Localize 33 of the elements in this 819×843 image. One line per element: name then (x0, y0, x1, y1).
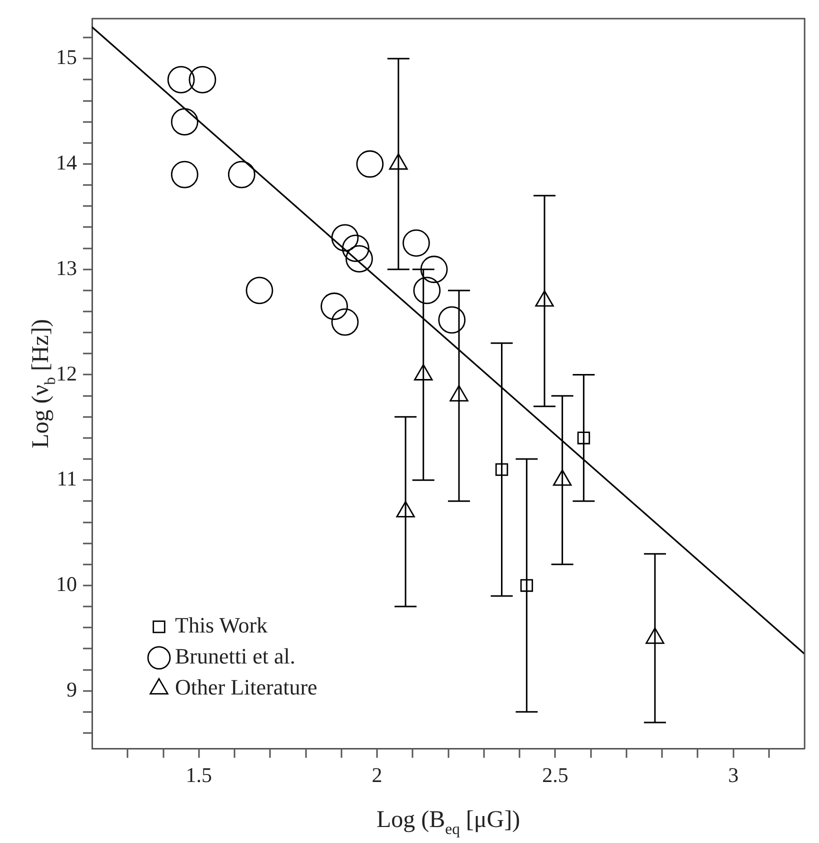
point (188, 66, 216, 94)
x-tick-label: 2 (372, 762, 382, 787)
legend-label: Brunetti et al. (175, 644, 296, 669)
y-tick-label: 10 (56, 572, 77, 596)
point (402, 229, 430, 257)
point (331, 224, 359, 252)
y-tick-label: 14 (56, 150, 78, 175)
x-tick-label: 3 (728, 762, 739, 787)
point (228, 160, 256, 188)
point (170, 108, 198, 136)
point (438, 306, 466, 334)
point (577, 432, 590, 444)
point (420, 256, 448, 284)
point (246, 276, 274, 304)
y-tick-label: 15 (56, 45, 77, 70)
point (495, 463, 508, 476)
x-tick-label: 1.5 (186, 762, 212, 787)
y-tick-label: 13 (56, 256, 77, 280)
point (320, 292, 348, 320)
point (520, 579, 534, 592)
point (356, 150, 384, 178)
point (342, 234, 370, 262)
legend-label: This Work (175, 612, 268, 638)
x-tick-label: 2.5 (542, 762, 568, 787)
legend-label: Other Literature (175, 674, 318, 700)
y-tick-label: 11 (56, 466, 77, 491)
point (170, 160, 198, 188)
point (413, 276, 441, 304)
point (167, 66, 195, 94)
point (331, 308, 359, 336)
y-tick-label: 9 (66, 677, 77, 702)
y-tick-label: 12 (56, 361, 77, 386)
point (346, 245, 373, 273)
